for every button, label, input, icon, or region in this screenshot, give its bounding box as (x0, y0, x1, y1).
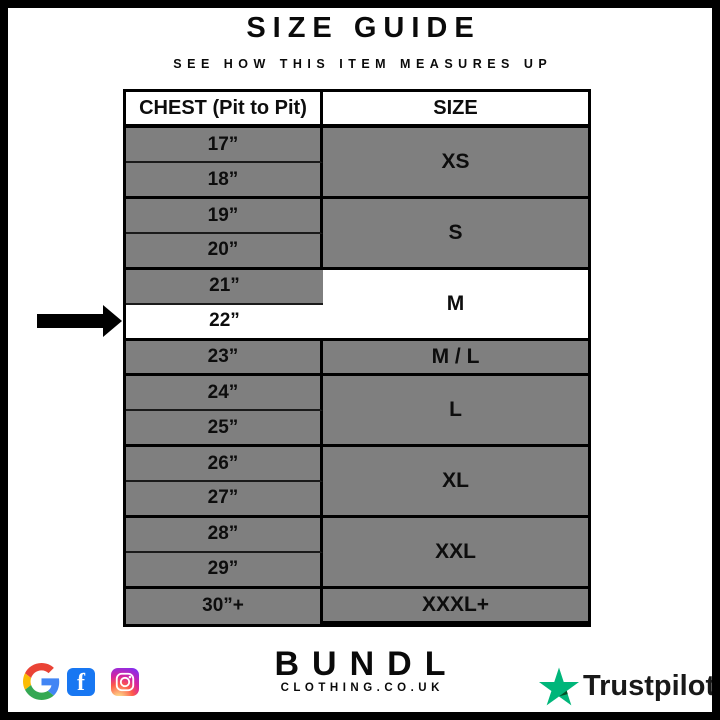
facebook-f-glyph: f (77, 670, 85, 696)
selection-arrow-head-icon (103, 305, 122, 337)
page-title: SIZE GUIDE (246, 12, 481, 44)
chest-cell-25: 25” (126, 411, 323, 447)
instagram-icon (111, 668, 139, 696)
chest-cell-20: 20” (126, 234, 323, 270)
chest-cell-27: 27” (126, 482, 323, 518)
trustpilot-star-icon (539, 667, 579, 706)
page-subtitle: SEE HOW THIS ITEM MEASURES UP (173, 57, 553, 71)
chest-cell-22-highlighted: 22” (126, 305, 323, 341)
instagram-camera-glyph (115, 672, 135, 692)
size-table: CHEST (Pit to Pit) SIZE 17” 18” XS 19” 2… (123, 89, 591, 627)
chest-cell-26: 26” (126, 446, 323, 483)
size-cell-xl: XL (323, 446, 588, 518)
facebook-icon: f (67, 668, 95, 696)
chest-cell-23: 23” (126, 340, 323, 376)
trustpilot-label: Trustpilot (583, 669, 716, 702)
chest-cell-21: 21” (126, 269, 323, 306)
column-header-chest: CHEST (Pit to Pit) (126, 92, 323, 128)
selection-arrow-icon (37, 314, 104, 328)
chest-cell-28: 28” (126, 517, 323, 554)
size-cell-s: S (323, 198, 588, 270)
size-cell-l: L (323, 375, 588, 447)
chest-cell-18: 18” (126, 163, 323, 199)
chest-cell-19: 19” (126, 198, 323, 235)
column-header-size: SIZE (323, 92, 588, 128)
size-cell-xxxl: XXXL+ (323, 588, 588, 624)
chest-cell-30plus: 30”+ (126, 588, 323, 624)
brand-name: BUNDL (274, 645, 459, 683)
trustpilot-logo: Trustpilot (539, 666, 715, 706)
chest-cell-29: 29” (126, 553, 323, 589)
chest-cell-24: 24” (126, 375, 323, 412)
size-cell-xs: XS (323, 128, 588, 199)
size-cell-ml: M / L (323, 340, 588, 376)
size-cell-xxl: XXL (323, 517, 588, 589)
brand-domain: CLOTHING.CO.UK (280, 682, 444, 694)
google-icon (23, 663, 60, 700)
chest-cell-17: 17” (126, 128, 323, 164)
size-cell-m-highlighted: M (323, 269, 588, 341)
